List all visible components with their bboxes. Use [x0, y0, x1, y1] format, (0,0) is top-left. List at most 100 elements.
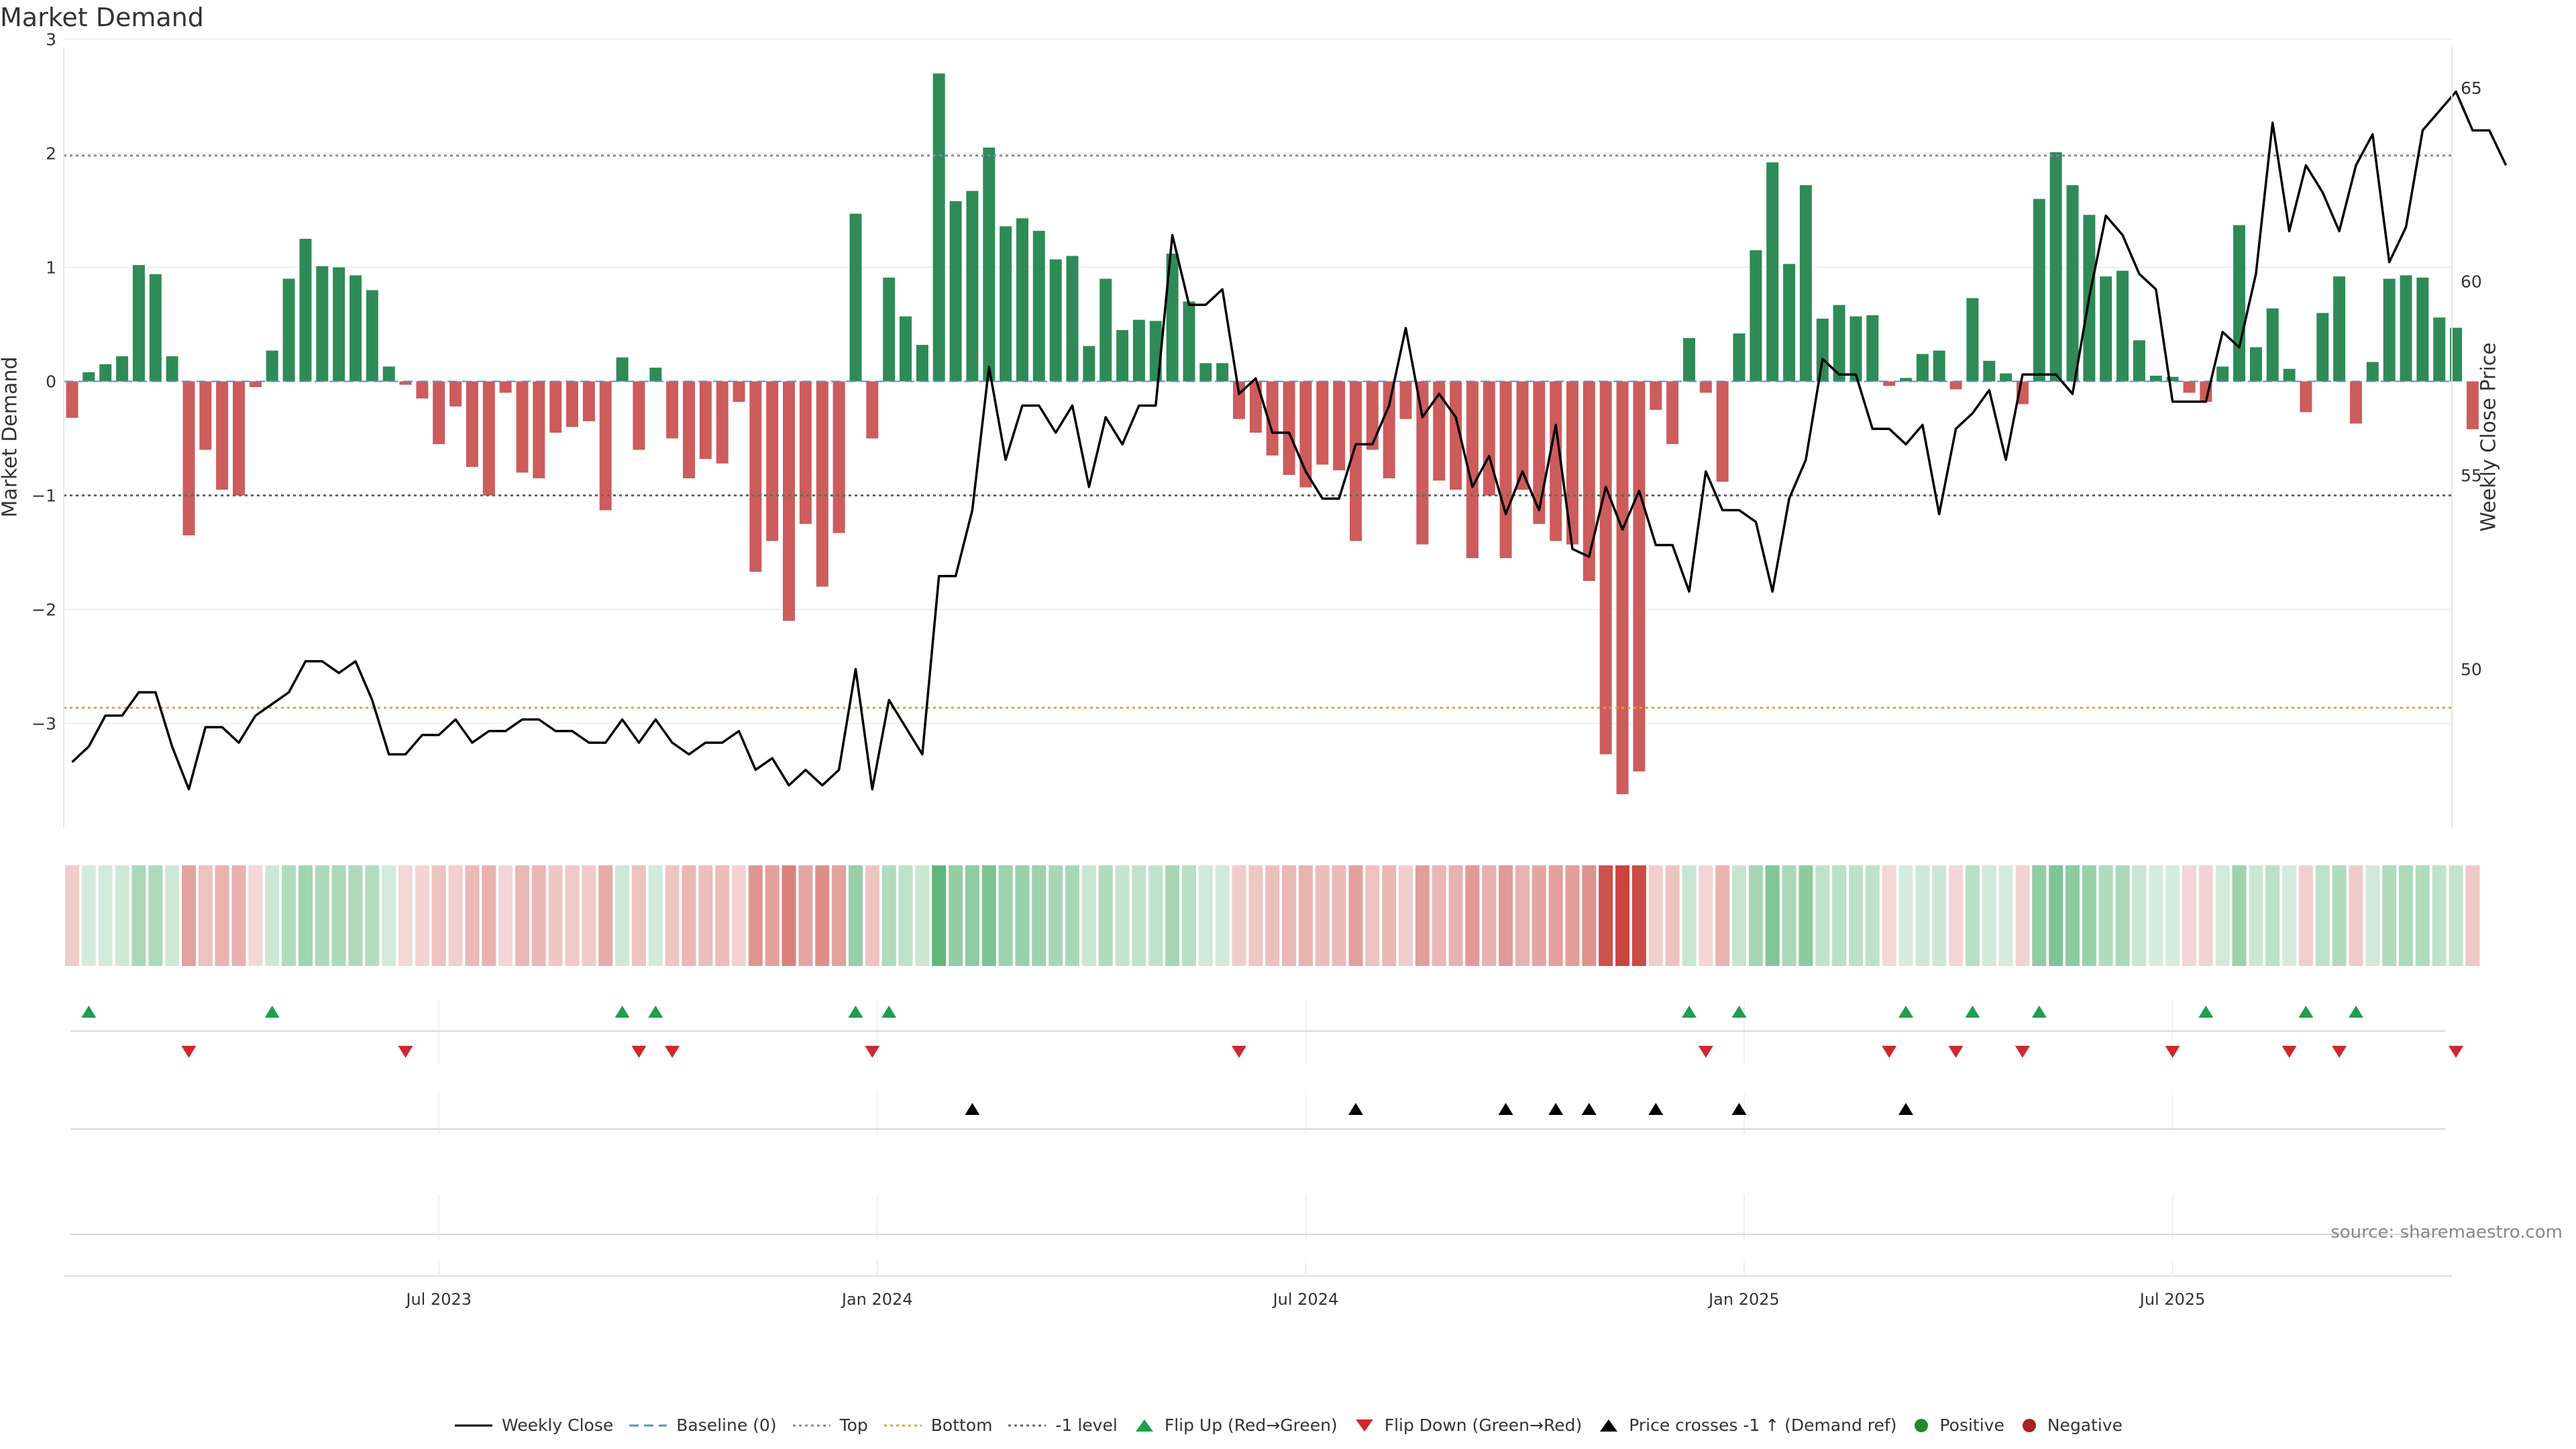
demand-bar	[132, 265, 145, 382]
demand-bar	[182, 381, 195, 535]
demand-bar	[516, 381, 529, 473]
heat-cell	[1448, 865, 1463, 966]
heat-cell	[949, 865, 963, 966]
demand-bar	[466, 381, 478, 467]
flip-down-marker	[2449, 1046, 2464, 1058]
legend-price-cross[interactable]: Price crosses -1 ↑ (Demand ref)	[1597, 1415, 1896, 1435]
legend-top-swatch	[792, 1424, 830, 1426]
heat-cell	[1765, 865, 1780, 966]
demand-bar	[733, 381, 745, 402]
price-cross-marker	[1898, 1103, 1913, 1115]
demand-bar	[582, 381, 595, 421]
legend-bottom[interactable]: Bottom	[883, 1415, 992, 1435]
heat-cell	[631, 865, 646, 966]
demand-bar	[1633, 381, 1646, 771]
demand-bar	[666, 381, 679, 439]
demand-bar	[1516, 381, 1529, 490]
demand-bar	[849, 213, 862, 382]
flip-down-marker	[665, 1046, 680, 1058]
heat-cell	[1248, 865, 1263, 966]
legend-baseline[interactable]: Baseline (0)	[628, 1415, 777, 1435]
heat-cell	[698, 865, 713, 966]
demand-bar	[1550, 381, 1562, 541]
demand-bar	[350, 275, 362, 382]
demand-bar	[1299, 381, 1312, 488]
demand-bar	[900, 316, 912, 382]
heat-cell	[2249, 865, 2263, 966]
flip-down-marker	[1698, 1046, 1713, 1058]
demand-bar	[2183, 381, 2196, 393]
heat-cell	[1898, 865, 1913, 966]
heat-cell	[965, 865, 979, 966]
demand-bar	[1450, 381, 1462, 490]
heat-cell	[1115, 865, 1130, 966]
demand-bar	[1750, 250, 1762, 382]
demand-bar	[1699, 381, 1712, 393]
heat-cell	[615, 865, 630, 966]
heat-cell	[2032, 865, 2047, 966]
heat-cell	[2198, 865, 2213, 966]
heat-cell	[598, 865, 613, 966]
legend-minus-one[interactable]: -1 level	[1007, 1415, 1118, 1435]
demand-bar	[1966, 298, 1979, 382]
heat-cell	[1198, 865, 1213, 966]
demand-bar	[266, 350, 278, 382]
heat-cell	[348, 865, 363, 966]
chart-title: Market Demand	[0, 3, 204, 32]
heat-cell	[1382, 865, 1397, 966]
heat-cell	[1515, 865, 1529, 966]
heat-cell	[2332, 865, 2347, 966]
heat-cell	[365, 865, 380, 966]
flip-up-marker	[1681, 1006, 1697, 1018]
heat-cell	[1465, 865, 1480, 966]
demand-bar	[883, 277, 896, 382]
demand-bar	[1666, 381, 1679, 444]
flip-up-marker	[614, 1006, 630, 1018]
flip-down-marker	[2282, 1046, 2297, 1058]
flip-down-marker	[181, 1046, 197, 1058]
demand-bar	[2133, 340, 2145, 382]
heat-cell	[1365, 865, 1380, 966]
heat-cell	[448, 865, 463, 966]
heat-cell	[415, 865, 429, 966]
legend-flip-up[interactable]: Flip Up (Red→Green)	[1132, 1415, 1338, 1435]
legend-weekly-close-swatch	[454, 1424, 492, 1426]
heat-cell	[2232, 865, 2247, 966]
demand-bar	[1616, 381, 1629, 794]
heat-cell	[2298, 865, 2313, 966]
demand-bar	[1116, 330, 1129, 382]
heat-cell	[2415, 865, 2430, 966]
heat-cell	[1049, 865, 1063, 966]
demand-bar	[1216, 363, 1229, 382]
legend-weekly-close[interactable]: Weekly Close	[453, 1415, 613, 1435]
heat-cell	[2215, 865, 2230, 966]
heat-cell	[1332, 865, 1346, 966]
heat-cell	[65, 865, 79, 966]
demand-bar	[482, 381, 495, 496]
left-tick-label: 3	[46, 30, 56, 50]
heat-cell	[1615, 865, 1630, 966]
demand-bar	[2333, 276, 2346, 382]
demand-bar	[366, 290, 378, 382]
demand-bar	[1350, 381, 1362, 541]
heat-cell	[1165, 865, 1180, 966]
heat-cell	[2082, 865, 2096, 966]
demand-bar	[1916, 354, 1929, 382]
demand-bar	[1499, 381, 1512, 558]
heat-cell	[398, 865, 413, 966]
heat-cell	[1081, 865, 1096, 966]
legend-label: Flip Down (Green→Red)	[1384, 1415, 1582, 1435]
legend-flip-down-swatch	[1355, 1419, 1373, 1432]
legend-flip-down[interactable]: Flip Down (Green→Red)	[1352, 1415, 1582, 1435]
legend-top[interactable]: Top	[792, 1415, 868, 1435]
legend-positive[interactable]: Positive	[1911, 1415, 2004, 1435]
heat-cell	[2315, 865, 2330, 966]
demand-bar	[766, 381, 779, 541]
x-axis: Jul 2023 Jan 2024 Jul 2024 Jan 2025 Jul 2025	[64, 1261, 2452, 1309]
flip-up-marker	[264, 1006, 280, 1018]
legend-negative[interactable]: Negative	[2019, 1415, 2123, 1435]
demand-bar	[416, 381, 429, 398]
price-cross-marker	[1548, 1103, 1564, 1115]
legend-positive-swatch	[1915, 1418, 1929, 1432]
demand-bar	[816, 381, 828, 587]
